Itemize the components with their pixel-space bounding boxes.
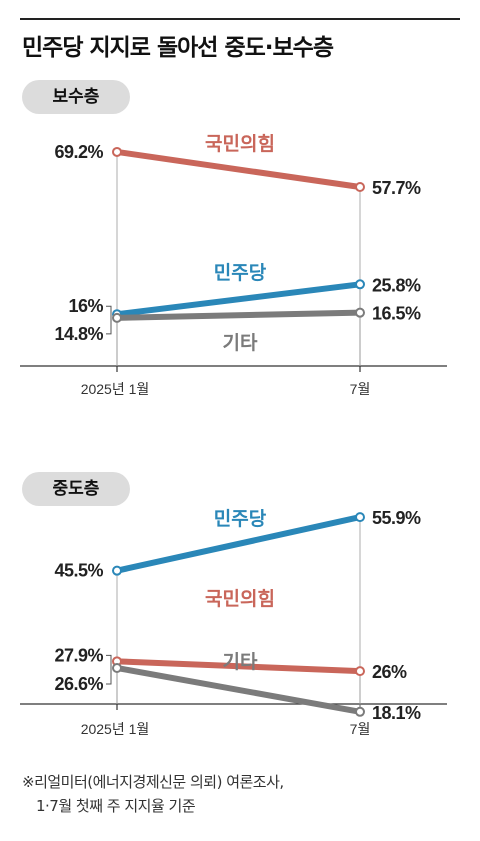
data-point-end xyxy=(355,666,365,677)
top-rule xyxy=(20,18,460,20)
footnote: ※리얼미터(에너지경제신문 의뢰) 여론조사, 1·7월 첫째 주 지지율 기준 xyxy=(22,770,284,818)
data-point-start xyxy=(112,146,122,157)
data-point-end xyxy=(355,279,365,290)
data-point-end xyxy=(355,512,365,523)
series-name-label: 민주당 xyxy=(214,262,267,284)
x-tick-label: 7월 xyxy=(350,381,371,397)
label-bracket xyxy=(106,305,112,335)
data-point-start xyxy=(112,565,122,576)
data-label-start: 16% xyxy=(68,296,103,316)
series-line-0 xyxy=(116,514,361,574)
series-name-label: 국민의힘 xyxy=(205,588,275,610)
label-bracket xyxy=(106,654,112,685)
series-line-0 xyxy=(116,148,361,190)
data-label-start: 26.6% xyxy=(54,674,103,694)
series-name-label: 국민의힘 xyxy=(205,133,275,155)
x-tick-label: 2025년 1월 xyxy=(81,721,150,737)
series-line-1 xyxy=(116,658,361,675)
chart-title: 민주당 지지로 돌아선 중도·보수층 xyxy=(22,35,334,61)
series-name-label: 민주당 xyxy=(214,508,267,530)
data-point-end xyxy=(355,307,365,318)
conservative-chart: 2025년 1월 7월 69.2% 16% 14.8% 57.7% 25.8% 16.5% 국민… xyxy=(20,133,447,397)
footnote-line2: 1·7월 첫째 주 지지율 기준 xyxy=(36,797,196,815)
series-line-2 xyxy=(116,665,361,715)
series-line-1 xyxy=(116,281,361,318)
data-point-end xyxy=(355,182,365,193)
data-label-end: 55.9% xyxy=(372,508,421,528)
data-point-start xyxy=(112,663,122,674)
panel-badge-moderate: 중도층 xyxy=(22,472,130,506)
data-point-start xyxy=(112,312,122,323)
data-label-end: 16.5% xyxy=(372,304,421,324)
data-label-start: 14.8% xyxy=(54,324,103,344)
data-label-start: 45.5% xyxy=(54,561,103,581)
footnote-line1: ※리얼미터(에너지경제신문 의뢰) 여론조사, xyxy=(22,773,284,791)
data-label-start: 27.9% xyxy=(54,645,103,665)
data-label-end: 26% xyxy=(372,662,407,682)
data-label-end: 25.8% xyxy=(372,275,421,295)
moderate-chart: 2025년 1월 7월 45.5% 27.9% 26.6% 55.9% 26% 18.1% 민주… xyxy=(20,508,447,737)
x-tick-label: 2025년 1월 xyxy=(81,381,150,397)
data-label-start: 69.2% xyxy=(54,142,103,162)
x-tick-label: 7월 xyxy=(350,721,371,737)
series-name-label: 기타 xyxy=(223,651,258,673)
series-line-2 xyxy=(116,309,361,321)
data-label-end: 18.1% xyxy=(372,703,421,723)
panel-badge-conservative: 보수층 xyxy=(22,80,130,114)
series-name-label: 기타 xyxy=(223,332,258,354)
data-label-end: 57.7% xyxy=(372,178,421,198)
data-point-end xyxy=(355,706,365,717)
